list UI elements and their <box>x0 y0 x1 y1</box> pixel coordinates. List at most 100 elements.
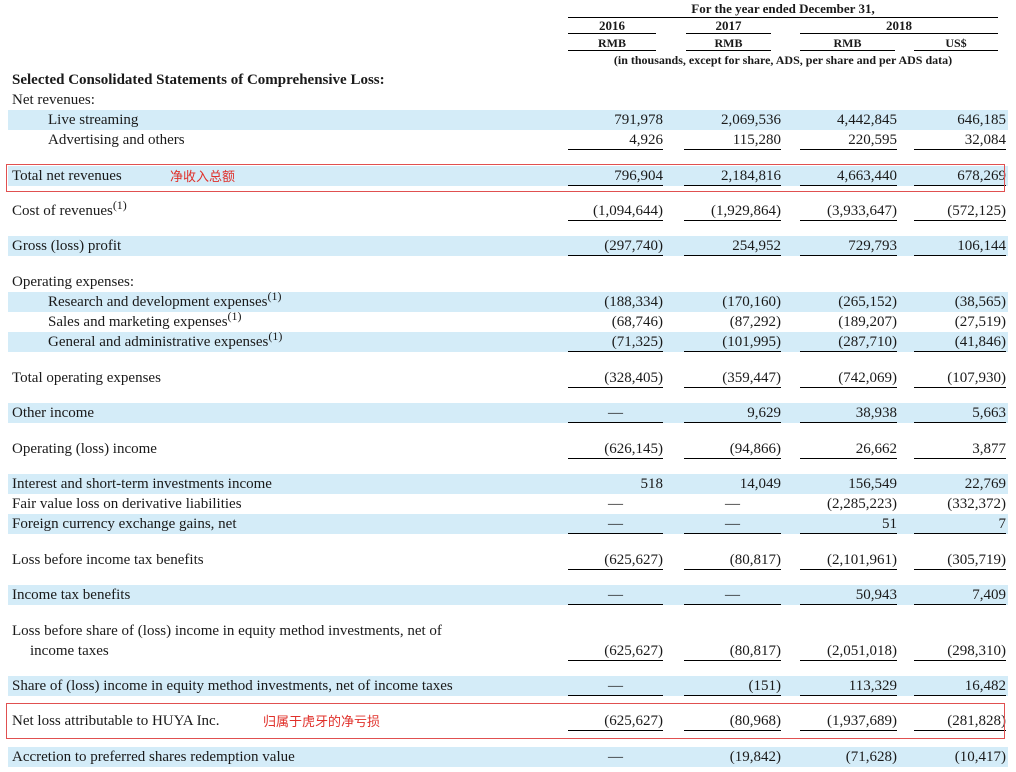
value-2016-rmb: — <box>608 496 623 512</box>
highlight-box <box>6 164 1005 192</box>
table-row: Live streaming 791,978 2,069,536 4,442,8… <box>8 110 1008 130</box>
value-2017-rmb: 254,952 <box>684 236 781 256</box>
section-title: Selected Consolidated Statements of Comp… <box>12 72 385 88</box>
value-2018-usd: (281,828) <box>914 711 1006 731</box>
value-2018-rmb: 4,663,440 <box>800 166 897 186</box>
value-2016-rmb: (328,405) <box>568 368 663 388</box>
row-label: Accretion to preferred shares redemption… <box>12 749 295 765</box>
value-2018-rmb: 38,938 <box>800 403 897 423</box>
currency-header: US$ <box>914 36 998 51</box>
table-row: Gross (loss) profit (297,740) 254,952 72… <box>8 236 1008 256</box>
value-2017-rmb: — <box>725 496 740 512</box>
value-2018-rmb: (742,069) <box>800 368 897 388</box>
highlight-box <box>6 703 1005 739</box>
table-row: Research and development expenses(1) (18… <box>8 290 1008 312</box>
table-row: Operating (loss) income (626,145) (94,86… <box>8 439 1008 459</box>
value-2018-usd: (38,565) <box>954 294 1006 310</box>
year-underline <box>686 33 771 34</box>
value-2017-rmb: (170,160) <box>722 294 781 310</box>
value-2018-usd: 3,877 <box>914 439 1006 459</box>
value-2018-rmb: (1,937,689) <box>800 711 897 731</box>
value-2018-rmb: 4,442,845 <box>837 112 897 128</box>
row-label: Fair value loss on derivative liabilitie… <box>12 496 242 512</box>
value-2016-rmb: — <box>568 676 663 696</box>
value-2018-rmb: 729,793 <box>800 236 897 256</box>
value-2018-usd: (572,125) <box>914 201 1006 221</box>
value-2016-rmb: 791,978 <box>614 112 663 128</box>
table-row: Sales and marketing expenses(1) (68,746)… <box>8 309 1008 332</box>
currency-header: RMB <box>686 36 771 51</box>
table-row: Operating expenses: <box>8 272 1008 292</box>
value-2017-rmb: (151) <box>684 676 781 696</box>
value-2018-rmb: 156,549 <box>848 476 897 492</box>
currency-header: RMB <box>568 36 656 51</box>
row-label: Other income <box>12 405 95 421</box>
table-row: Interest and short-term investments inco… <box>8 474 1008 494</box>
value-2018-rmb: 26,662 <box>800 439 897 459</box>
value-2017-rmb: (359,447) <box>684 368 781 388</box>
row-label: Advertising and others <box>48 132 185 148</box>
table-row: Net loss attributable to HUYA Inc. (625,… <box>8 711 1008 731</box>
row-label-continued: income taxes <box>30 643 109 659</box>
value-2018-usd: (27,519) <box>954 314 1006 330</box>
row-label: Total operating expenses <box>12 370 161 386</box>
value-2017-rmb: 2,184,816 <box>684 166 781 186</box>
value-2017-rmb: (80,817) <box>684 641 781 661</box>
value-2016-rmb: (68,746) <box>611 314 663 330</box>
value-2018-rmb: 113,329 <box>800 676 897 696</box>
value-2016-rmb: — <box>568 403 663 423</box>
value-2016-rmb: (188,334) <box>604 294 663 310</box>
value-2017-rmb: 115,280 <box>684 130 781 150</box>
value-2018-rmb: (71,628) <box>845 749 897 765</box>
value-2018-rmb: (2,051,018) <box>800 641 897 661</box>
table-row: Cost of revenues(1) (1,094,644) (1,929,8… <box>8 199 1008 221</box>
value-2018-rmb: (189,207) <box>838 314 897 330</box>
row-label: Operating expenses: <box>12 274 135 290</box>
table-row: Accretion to preferred shares redemption… <box>8 747 1008 767</box>
value-2016-rmb: (297,740) <box>568 236 663 256</box>
value-2018-rmb: (2,285,223) <box>827 496 897 512</box>
value-2018-usd: 16,482 <box>914 676 1006 696</box>
value-2017-rmb: 14,049 <box>739 476 781 492</box>
row-label: Total net revenues <box>12 168 122 184</box>
value-2018-usd: 106,144 <box>914 236 1006 256</box>
value-2018-usd: (41,846) <box>914 332 1006 352</box>
row-label: Net revenues: <box>12 92 95 108</box>
value-2018-usd: 7 <box>914 514 1006 534</box>
row-label: Income tax benefits <box>12 587 131 603</box>
year-header-2018: 2018 <box>886 18 912 33</box>
value-2018-usd: (305,719) <box>914 550 1006 570</box>
row-label: Sales and marketing expenses(1) <box>48 309 242 330</box>
value-2018-usd: 32,084 <box>914 130 1006 150</box>
value-2018-rmb: (265,152) <box>838 294 897 310</box>
value-2016-rmb: 518 <box>640 476 664 492</box>
value-2016-rmb: (626,145) <box>568 439 663 459</box>
value-2017-rmb: (80,968) <box>684 711 781 731</box>
value-2016-rmb: (625,627) <box>568 550 663 570</box>
table-row: Other income — 9,629 38,938 5,663 <box>8 403 1008 423</box>
table-row: General and administrative expenses(1) (… <box>8 330 1008 352</box>
table-row: Advertising and others 4,926 115,280 220… <box>8 130 1008 150</box>
year-header-2017: 2017 <box>715 18 742 33</box>
value-2016-rmb: (1,094,644) <box>568 201 663 221</box>
section-title-row: Selected Consolidated Statements of Comp… <box>8 70 1008 90</box>
value-2018-usd: 646,185 <box>957 112 1006 128</box>
row-label: Live streaming <box>48 112 139 128</box>
value-2018-usd: (107,930) <box>914 368 1006 388</box>
value-2018-usd: 7,409 <box>914 585 1006 605</box>
table-row: Net revenues: <box>8 90 1008 110</box>
value-2017-rmb: (19,842) <box>729 749 781 765</box>
table-row: Loss before income tax benefits (625,627… <box>8 550 1008 570</box>
year-header-2016: 2016 <box>599 18 625 33</box>
row-label: Foreign currency exchange gains, net <box>12 516 237 532</box>
value-2017-rmb: (80,817) <box>684 550 781 570</box>
table-row: Total operating expenses (328,405) (359,… <box>8 368 1008 388</box>
row-label: Net loss attributable to HUYA Inc. <box>12 713 220 729</box>
value-2018-usd: (10,417) <box>954 749 1006 765</box>
value-2017-rmb: 2,069,536 <box>721 112 781 128</box>
value-2016-rmb: — <box>608 749 623 765</box>
value-2017-rmb: (94,866) <box>684 439 781 459</box>
units-note: (in thousands, except for share, ADS, pe… <box>613 53 953 67</box>
period-header: For the year ended December 31, <box>568 0 998 18</box>
row-label: Share of (loss) income in equity method … <box>12 678 453 694</box>
